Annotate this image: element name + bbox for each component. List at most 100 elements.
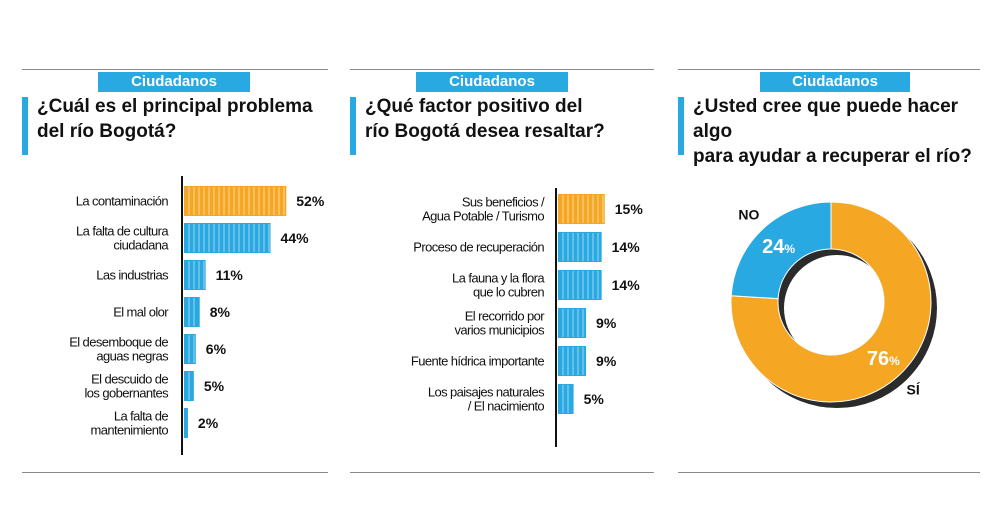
category-label-line: La falta de cultura [76,224,169,239]
bar-group: La fauna y la flora que lo cubren 14% [452,270,640,300]
bar [184,408,188,438]
panel-can-help: Ciudadanos ¿Usted cree que puede hacer a… [678,0,980,530]
question-accent-bar [678,97,684,155]
bottom-divider [678,472,980,473]
category-label-line: Proceso de recuperación [413,240,544,255]
bar-group: El recorrido por varios municipios 9% [454,308,617,338]
bar-group: La falta de cultura ciudadana 44% [76,223,309,253]
bar-group: Los paisajes naturales / El nacimiento 5% [428,384,605,414]
bar [558,384,574,414]
question-line-1: ¿Cuál es el principal problema [37,96,313,117]
bar-group: Las industrias 11% [96,260,243,290]
bar [558,270,602,300]
top-divider [350,69,654,70]
bar [558,232,602,262]
bottom-divider [22,472,328,473]
value-label: 44% [281,230,310,246]
category-label-line: Sus beneficios / [462,195,545,210]
value-label: 9% [596,315,617,331]
bar-chart-main-problem: La contaminación 52% La falta de cultura ci… [69,176,325,455]
category-label: Sus beneficios / Agua Potable / Turismo [422,195,545,224]
slice-name-label: NO [738,207,759,223]
question-accent-bar [22,97,28,155]
category-label: El descuido de los gobernantes [84,372,169,401]
value-label: 9% [596,353,617,369]
category-label-line: El mal olor [113,305,169,320]
category-label-line: La fauna y la flora [452,271,545,286]
category-label-line: La falta de [114,409,168,424]
top-divider [678,69,980,70]
question-accent-bar [350,97,356,155]
donut-slice [730,201,932,403]
value-label: 5% [584,391,605,407]
category-label-line: El descuido de [91,372,168,387]
category-label: El desemboque de aguas negras [69,335,169,364]
category-label: El mal olor [113,305,169,320]
section-label: Ciudadanos [98,72,250,92]
question-line-2: del río Bogotá? [37,121,177,142]
donut-chart-can-help: 76% SÍ 24%NO [730,201,937,408]
category-label-line: El desemboque de [69,335,168,350]
category-label: La contaminación [76,194,169,209]
category-label-line: varios municipios [454,323,545,338]
value-label: 2% [198,415,219,431]
category-label: La falta de mantenimiento [91,409,169,438]
bottom-divider [350,472,654,473]
value-label: 8% [210,304,231,320]
question-line-2: para ayudar a recuperar el río? [693,146,972,167]
value-label: 14% [612,277,641,293]
category-label-line: mantenimiento [91,423,169,438]
bar [558,308,587,338]
category-label: Fuente hídrica importante [411,354,545,369]
question-title: ¿Cuál es el principal problema del río B… [37,94,327,144]
category-label-line: aguas negras [96,349,169,364]
top-divider [22,69,328,70]
category-label-line: Fuente hídrica importante [411,354,545,369]
slice-value-label: 24% [762,236,795,258]
category-label: El recorrido por varios municipios [454,309,545,338]
category-label: Las industrias [96,268,169,283]
value-label: 6% [206,341,227,357]
value-label: 14% [612,239,641,255]
question-line-1: ¿Qué factor positivo del [365,96,583,117]
section-label: Ciudadanos [416,72,568,92]
category-label-line: Las industrias [96,268,169,283]
category-label-line: La contaminación [76,194,169,209]
question-title: ¿Qué factor positivo del río Bogotá dese… [365,94,655,144]
slice-value-label: 76% [867,348,900,370]
bar-group: Sus beneficios / Agua Potable / Turismo 15… [422,194,643,224]
bar [184,334,196,364]
bar [558,346,587,376]
category-label: Los paisajes naturales / El nacimiento [428,385,545,414]
bar [558,194,605,224]
category-label-line: los gobernantes [84,386,169,401]
bar-group: El mal olor 8% [113,297,231,327]
category-label: La fauna y la flora que lo cubren [452,271,545,300]
bar-group: Proceso de recuperación 14% [413,232,640,262]
value-label: 52% [296,193,325,209]
category-label-line: Agua Potable / Turismo [422,209,544,224]
category-label: La falta de cultura ciudadana [76,224,169,253]
bar-group: La falta de mantenimiento 2% [91,408,219,438]
value-label: 11% [216,267,244,283]
bar [184,260,206,290]
bar [184,223,271,253]
value-label: 15% [615,201,644,217]
slice-percent-sign: % [889,354,900,368]
slice-name-label: SÍ [907,381,921,397]
bar-group: Fuente hídrica importante 9% [411,346,617,376]
slice-percent-sign: % [784,242,795,256]
category-label-line: / El nacimiento [468,399,545,414]
bar-group: La contaminación 52% [76,186,325,216]
category-label-line: El recorrido por [465,309,546,324]
question-line-1: ¿Usted cree que puede hacer algo [693,96,959,142]
section-label: Ciudadanos [760,72,910,92]
panel-positive-factor: Ciudadanos ¿Qué factor positivo del río … [350,0,654,530]
value-label: 5% [204,378,225,394]
bar-group: El descuido de los gobernantes 5% [84,371,225,401]
bar [184,297,200,327]
category-label-line: Los paisajes naturales [428,385,545,400]
category-label-line: que lo cubren [473,285,544,300]
bar-group: El desemboque de aguas negras 6% [69,334,227,364]
bar-chart-positive-factor: Sus beneficios / Agua Potable / Turismo 15… [411,188,643,447]
